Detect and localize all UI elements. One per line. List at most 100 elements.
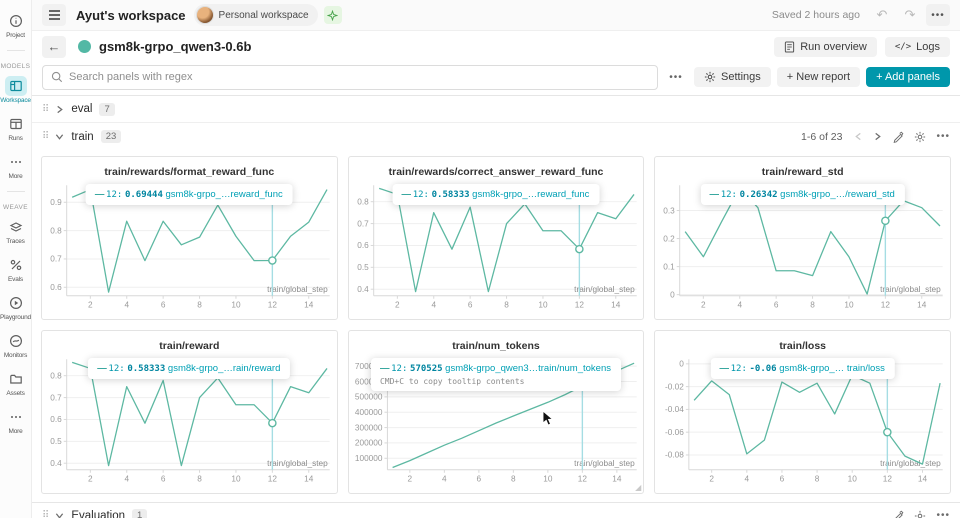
svg-text:0.4: 0.4 <box>357 285 369 294</box>
chevron-right-icon[interactable] <box>55 105 64 114</box>
svg-text:train/global_step: train/global_step <box>574 285 635 294</box>
divider <box>6 191 25 192</box>
series-swatch: — <box>94 189 104 200</box>
ellipsis-icon <box>5 152 27 172</box>
svg-text:2: 2 <box>88 475 93 484</box>
section-train-label[interactable]: train <box>71 130 94 143</box>
sidebar-item-traces[interactable]: Traces <box>0 217 32 245</box>
settings-label: Settings <box>721 71 761 83</box>
line-chart[interactable]: 0.4 0.5 0.6 0.7 0.8 2 4 6 8 10 12 14 train/global_st… <box>42 354 337 487</box>
svg-text:4: 4 <box>745 475 750 484</box>
sidebar-item-runs[interactable]: Runs <box>0 114 32 142</box>
user-avatar <box>195 6 214 24</box>
logs-button[interactable]: </> Logs <box>884 36 950 57</box>
new-report-button[interactable]: + New report <box>776 67 861 87</box>
search-box[interactable] <box>42 64 659 90</box>
line-chart[interactable]: 0 0.1 0.2 0.3 2 4 6 8 10 12 14 train/global_step <box>655 180 950 313</box>
svg-text:4: 4 <box>124 475 129 484</box>
svg-text:0.3: 0.3 <box>664 206 676 215</box>
train-more-button[interactable]: ••• <box>936 131 950 142</box>
rail-group-label: WEAVE <box>3 204 28 211</box>
pen-icon[interactable] <box>892 510 904 518</box>
svg-text:14: 14 <box>917 301 927 310</box>
search-input[interactable] <box>69 71 650 83</box>
sidebar-item-workspace[interactable]: Workspace <box>0 76 32 104</box>
add-panels-button[interactable]: + Add panels <box>866 67 950 87</box>
chart-panel-train-num-tokens[interactable]: train/num_tokens 100000 200000 300000 400000… <box>347 330 645 494</box>
menu-button[interactable] <box>42 4 66 26</box>
run-overview-button[interactable]: Run overview <box>774 36 877 57</box>
sidebar-item-assets[interactable]: Assets <box>0 369 32 397</box>
chart-title: train/loss <box>779 340 826 352</box>
chart-tooltip: — 12: 570525 gsm8k-grpo_qwen3…train/num_… <box>370 358 621 391</box>
pen-icon[interactable] <box>892 131 904 143</box>
sidebar-item-label: Monitors <box>3 352 28 359</box>
drag-handle-icon[interactable]: ⠿ <box>42 131 49 142</box>
gear-icon[interactable] <box>914 510 926 518</box>
settings-button[interactable]: Settings <box>694 67 771 87</box>
svg-text:12: 12 <box>268 301 278 310</box>
section-eval-label[interactable]: eval <box>71 103 93 115</box>
new-report-label: + New report <box>786 71 851 83</box>
svg-text:6: 6 <box>161 475 166 484</box>
tooltip-series: gsm8k-grpo_…reward_func <box>472 189 590 200</box>
drag-handle-icon[interactable]: ⠿ <box>42 510 49 518</box>
divider <box>6 50 25 51</box>
sidebar-item-label: More <box>8 173 23 180</box>
sidebar-item-monitors[interactable]: Monitors <box>0 331 32 359</box>
svg-text:8: 8 <box>197 475 202 484</box>
svg-text:10: 10 <box>538 301 548 310</box>
svg-text:600000: 600000 <box>355 377 383 386</box>
hamburger-icon <box>48 10 60 20</box>
back-button[interactable]: ← <box>42 35 66 58</box>
drag-handle-icon[interactable]: ⠿ <box>42 103 49 115</box>
chart-panel-train-reward-std[interactable]: train/reward_std 0 0.1 0.2 0.3 2 4 6 8 10 12 14 trai… <box>654 156 951 320</box>
svg-text:0.8: 0.8 <box>357 197 369 206</box>
svg-text:-0.04: -0.04 <box>665 405 684 414</box>
redo-icon: ↷ <box>904 7 916 22</box>
search-more-button[interactable]: ••• <box>664 66 688 88</box>
ellipsis-icon: ••• <box>931 9 945 21</box>
add-panels-label: + Add panels <box>876 71 940 83</box>
tooltip-step: 12: <box>108 364 125 374</box>
sparkle-icon[interactable] <box>323 6 342 24</box>
run-overview-label: Run overview <box>800 40 867 53</box>
saved-status: Saved 2 hours ago <box>771 9 860 21</box>
sidebar-item-project[interactable]: Project <box>0 11 32 39</box>
svg-text:train/global_step: train/global_step <box>574 459 635 468</box>
resize-handle[interactable]: ◢ <box>635 483 642 492</box>
sidebar-item-playground[interactable]: Playground <box>0 293 32 321</box>
sidebar-item-models-more[interactable]: More <box>0 152 32 180</box>
chevron-down-icon[interactable] <box>55 511 64 518</box>
svg-text:10: 10 <box>543 475 553 484</box>
chevron-down-icon[interactable] <box>55 132 64 141</box>
chart-panel-train-rewards-format-reward-func[interactable]: train/rewards/format_reward_func 0.6 0.7 0.… <box>41 156 338 320</box>
gear-icon <box>704 71 716 83</box>
section-evaluation-label[interactable]: Evaluation <box>71 509 126 518</box>
svg-text:500000: 500000 <box>355 393 383 402</box>
personal-workspace-pill[interactable]: Personal workspace <box>193 4 318 26</box>
sidebar-item-evals[interactable]: Evals <box>0 255 32 283</box>
section-evaluation: ⠿ Evaluation 1 ••• <box>32 502 960 518</box>
chart-panel-train-reward[interactable]: train/reward 0.4 0.5 0.6 0.7 0.8 2 4 6 8 10 12 14 tra… <box>41 330 338 494</box>
svg-text:-0.02: -0.02 <box>665 382 684 391</box>
svg-text:0.7: 0.7 <box>50 393 62 402</box>
ellipsis-icon: ••• <box>669 71 683 83</box>
sidebar-item-label: Evals <box>8 276 23 283</box>
header-more-button[interactable]: ••• <box>926 4 950 26</box>
workspace-icon <box>4 76 27 96</box>
section-train: ⠿ train 23 1-6 of 23 ••• <box>32 123 960 150</box>
svg-text:0.2: 0.2 <box>664 234 676 243</box>
svg-text:4: 4 <box>442 475 447 484</box>
sidebar-item-weave-more[interactable]: More <box>0 407 32 435</box>
chart-panel-train-rewards-correct-answer-reward-func[interactable]: train/rewards/correct_answer_reward_func… <box>347 156 645 320</box>
run-color-dot <box>78 40 91 53</box>
gear-icon[interactable] <box>914 131 926 143</box>
page-prev-button[interactable] <box>854 132 863 141</box>
svg-text:14: 14 <box>304 475 314 484</box>
chart-panel-train-loss[interactable]: train/loss 0 -0.02 -0.04 -0.06 -0.08 2 4 6 8 10 12 1… <box>654 330 951 494</box>
redo-button[interactable]: ↷ <box>898 4 922 26</box>
page-next-button[interactable] <box>873 132 882 141</box>
evaluation-more-button[interactable]: ••• <box>936 510 950 518</box>
undo-button[interactable]: ↶ <box>870 4 894 26</box>
